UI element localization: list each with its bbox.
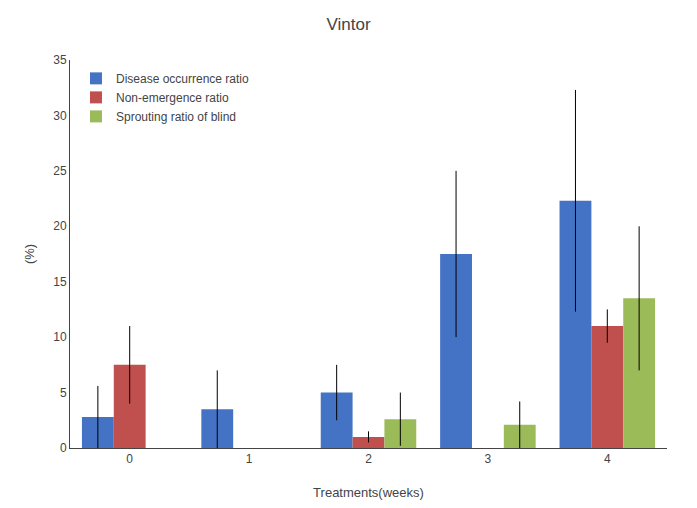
svg-text:25: 25 [53, 164, 67, 178]
svg-text:2: 2 [365, 452, 372, 466]
svg-text:5: 5 [60, 386, 67, 400]
svg-text:30: 30 [53, 109, 67, 123]
svg-text:Non-emergence ratio: Non-emergence ratio [116, 91, 229, 105]
svg-text:(%): (%) [22, 244, 37, 264]
svg-text:Treatments(weeks): Treatments(weeks) [313, 485, 424, 500]
svg-text:Disease occurrence ratio: Disease occurrence ratio [116, 72, 249, 86]
svg-text:35: 35 [53, 53, 67, 67]
svg-text:0: 0 [60, 441, 67, 455]
svg-text:15: 15 [53, 275, 67, 289]
svg-text:20: 20 [53, 219, 67, 233]
svg-text:0: 0 [126, 452, 133, 466]
svg-text:10: 10 [53, 330, 67, 344]
svg-text:1: 1 [246, 452, 253, 466]
svg-text:Vintor: Vintor [326, 15, 370, 34]
svg-text:Sprouting ratio of blind: Sprouting ratio of blind [116, 110, 236, 124]
svg-text:3: 3 [485, 452, 492, 466]
svg-text:4: 4 [604, 452, 611, 466]
